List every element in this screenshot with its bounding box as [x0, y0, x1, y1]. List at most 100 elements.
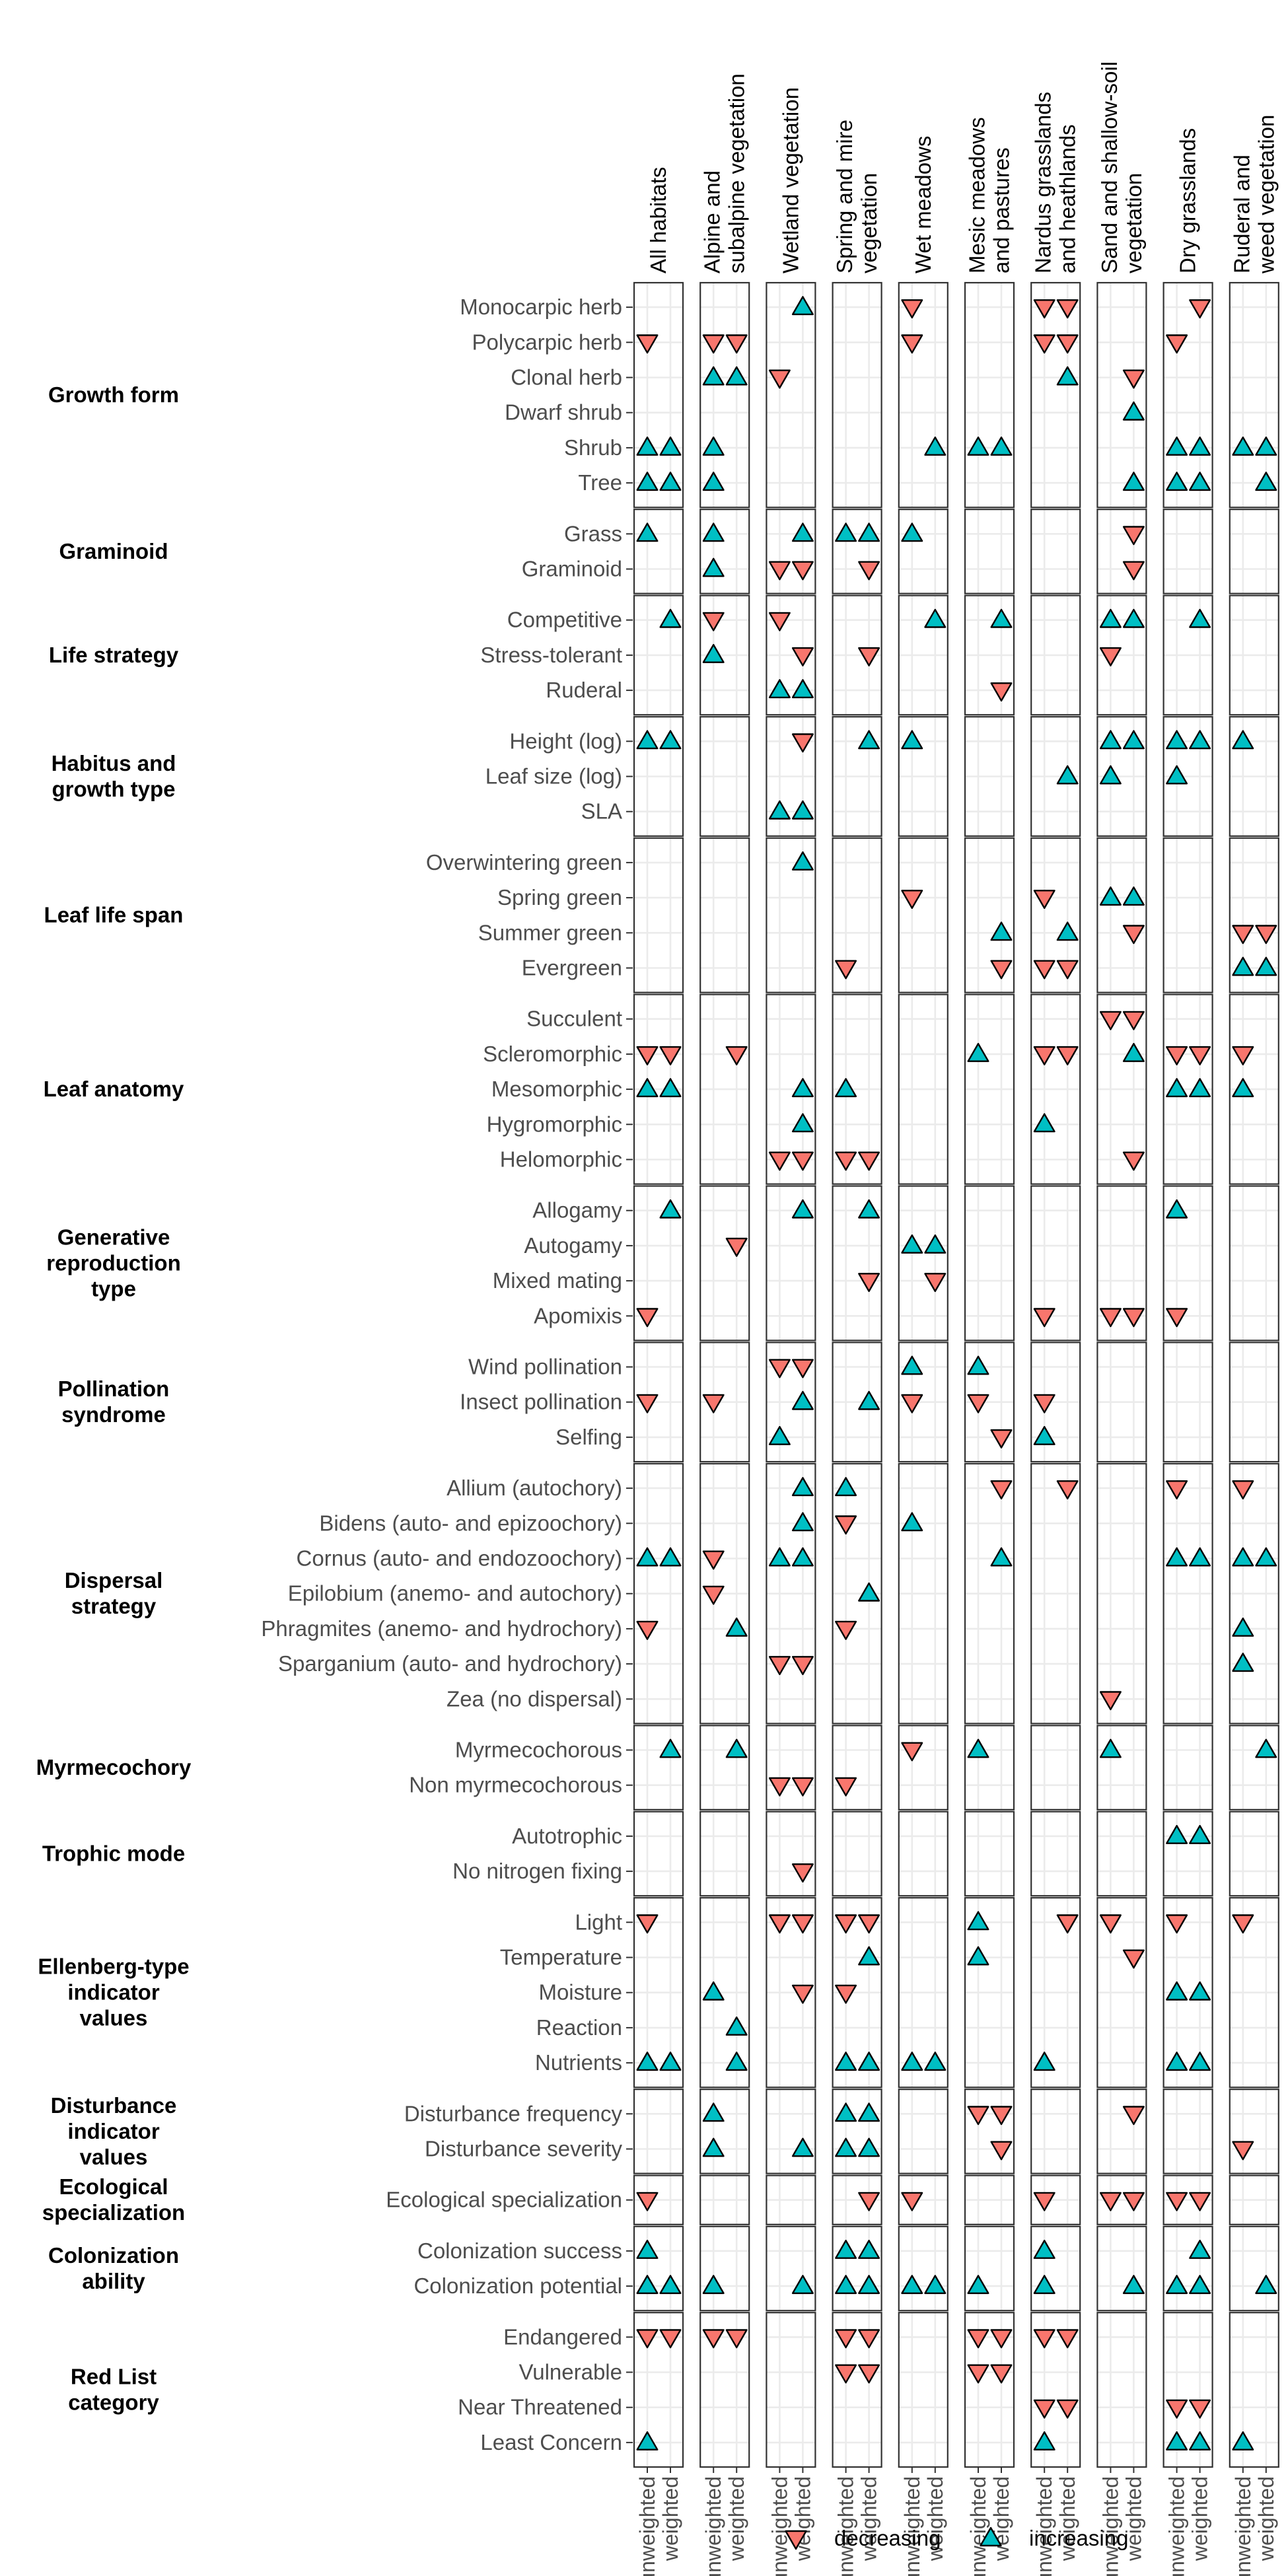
row-label: Phragmites (anemo- and hydrochory) — [261, 1616, 622, 1641]
marker-decreasing — [791, 1863, 814, 1883]
marker-increasing — [1189, 2052, 1211, 2071]
x-tick-label: weighted — [659, 2476, 682, 2561]
marker-decreasing — [901, 2192, 923, 2211]
panel-bg — [1097, 2089, 1147, 2174]
panel-bg — [1097, 838, 1147, 993]
panel-bg — [1097, 283, 1147, 508]
marks-layer — [636, 296, 1277, 2451]
marker-increasing — [990, 608, 1013, 628]
marker-decreasing — [1232, 1480, 1254, 1500]
panel-border — [1163, 1810, 1213, 1897]
row-label: Hygromorphic — [487, 1112, 622, 1136]
marker-increasing — [636, 2431, 659, 2451]
panel-bg — [832, 2089, 882, 2174]
panel-border — [1229, 837, 1279, 993]
panel-border — [1096, 1342, 1147, 1463]
panel-border — [964, 594, 1015, 716]
row-label: Colonization potential — [413, 2273, 622, 2298]
marker-decreasing — [702, 1585, 725, 1605]
panel-border — [1163, 993, 1213, 1185]
panel-border — [1229, 716, 1279, 837]
panel-border — [1096, 2225, 1147, 2312]
marker-decreasing — [1099, 1011, 1122, 1030]
marker-increasing — [1255, 436, 1277, 456]
marker-increasing — [901, 1234, 923, 1254]
marker-increasing — [858, 2137, 880, 2157]
marker-decreasing — [1033, 2192, 1055, 2211]
marker-increasing — [725, 1617, 748, 1637]
panel-border — [1229, 1810, 1279, 1897]
panel-border — [964, 993, 1015, 1185]
row-label: Mixed mating — [493, 1268, 622, 1293]
row-label: Monocarpic herb — [460, 295, 622, 319]
marker-increasing — [1189, 1981, 1211, 2001]
panel-border — [832, 1342, 882, 1463]
marker-increasing — [1189, 1547, 1211, 1567]
marker-increasing — [1033, 2275, 1055, 2295]
marker-increasing — [725, 1738, 748, 1758]
panel-border — [1096, 1185, 1147, 1342]
marker-decreasing — [636, 1914, 659, 1934]
marker-increasing — [967, 1355, 989, 1375]
marker-increasing — [835, 1078, 857, 1098]
marker-increasing — [858, 1946, 880, 1966]
panel-bg — [898, 283, 948, 508]
panel-border — [633, 837, 684, 993]
marker-increasing — [659, 472, 682, 491]
panel-bg — [1031, 509, 1081, 594]
panel-border — [1163, 509, 1213, 594]
marker-increasing — [702, 1981, 725, 2001]
marker-increasing — [636, 1078, 659, 1098]
x-tick-label: weighted — [857, 2476, 881, 2561]
panel-border — [766, 1897, 816, 2089]
row-label: Summer green — [478, 920, 622, 945]
marker-increasing — [1099, 1738, 1122, 1758]
marker-increasing — [835, 2137, 857, 2157]
marker-decreasing — [1033, 960, 1055, 980]
marker-increasing — [768, 679, 791, 699]
panel-border — [699, 837, 750, 993]
marker-increasing — [1166, 1981, 1188, 2001]
panel-border — [1163, 2312, 1213, 2468]
marker-increasing — [636, 472, 659, 491]
marker-increasing — [1166, 472, 1188, 491]
marker-increasing — [1099, 765, 1122, 785]
panel-bg — [634, 283, 683, 508]
marker-increasing — [791, 1078, 814, 1098]
panel-border — [1030, 594, 1081, 716]
marker-decreasing — [1056, 334, 1079, 354]
panel-border — [633, 594, 684, 716]
marker-increasing — [636, 522, 659, 542]
row-label: Evergreen — [522, 956, 622, 980]
panel-border — [633, 1462, 684, 1725]
marker-increasing — [636, 2275, 659, 2295]
marker-increasing — [702, 2102, 725, 2122]
panel-bg — [1031, 1811, 1081, 1896]
panel-border — [766, 1810, 816, 1897]
panel-border — [898, 716, 948, 837]
marker-decreasing — [858, 1914, 880, 1934]
marker-increasing — [659, 2052, 682, 2071]
marker-increasing — [702, 643, 725, 663]
panel-border — [1096, 993, 1147, 1185]
panel-border — [898, 2312, 948, 2468]
marker-decreasing — [1099, 1308, 1122, 1328]
column-header: Wet meadows — [911, 136, 935, 273]
marker-decreasing — [1122, 526, 1145, 546]
marker-decreasing — [1122, 1308, 1145, 1328]
marker-decreasing — [1232, 925, 1254, 945]
panel-border — [1096, 1897, 1147, 2089]
panel-border — [898, 1810, 948, 1897]
marker-increasing — [1033, 2431, 1055, 2451]
marker-decreasing — [1122, 1151, 1145, 1171]
marker-decreasing — [858, 561, 880, 581]
panel-border — [832, 2225, 882, 2312]
panel-border — [832, 1897, 882, 2089]
marker-increasing — [1189, 2275, 1211, 2295]
row-label: Zea (no dispersal) — [447, 1686, 622, 1711]
marker-decreasing — [702, 1550, 725, 1570]
panel-border — [898, 1342, 948, 1463]
row-label: Non myrmecochorous — [409, 1773, 622, 1797]
marker-increasing — [1232, 1617, 1254, 1637]
marker-decreasing — [1122, 2106, 1145, 2126]
